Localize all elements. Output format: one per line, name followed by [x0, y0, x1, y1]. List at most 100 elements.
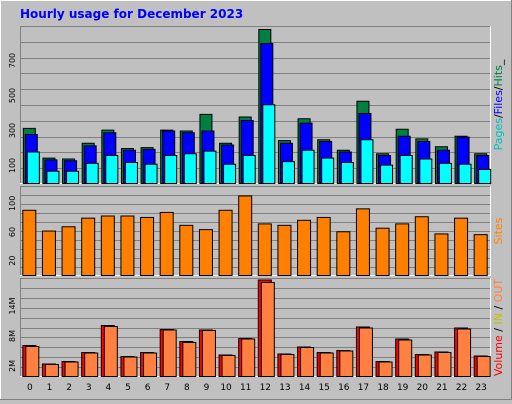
bar-out-21: [437, 352, 452, 377]
x-tick-label: 14: [299, 383, 311, 393]
x-tick-label: 13: [279, 383, 290, 393]
bar-sites-18: [375, 227, 390, 276]
x-tick-label: 10: [220, 383, 232, 393]
y-tick-label: 2M: [8, 360, 17, 372]
bar-pages-7: [164, 155, 178, 184]
bar-sites-19: [395, 223, 410, 276]
y-tick-label: 100: [8, 158, 17, 173]
bar-sites-14: [297, 219, 312, 276]
legend-sites: Sites: [492, 217, 505, 244]
bar-out-19: [398, 339, 413, 377]
bar-pages-3: [85, 162, 99, 184]
bar-pages-6: [144, 163, 158, 184]
legend-volume: Volume / IN / OUT: [492, 279, 505, 377]
bar-sites-3: [81, 217, 96, 277]
plot-area: [20, 278, 491, 377]
bar-pages-17: [360, 139, 374, 184]
bar-pages-22: [458, 163, 472, 184]
x-tick-label: 8: [184, 383, 190, 393]
bar-sites-7: [159, 211, 174, 276]
bar-sites-2: [61, 226, 76, 276]
x-tick-label: 7: [164, 383, 170, 393]
bar-sites-23: [473, 234, 488, 276]
bar-sites-4: [100, 215, 115, 276]
bar-pages-13: [281, 161, 295, 184]
bar-pages-12: [262, 104, 276, 184]
bar-sites-10: [218, 209, 233, 277]
bar-out-8: [182, 342, 197, 377]
bar-out-15: [319, 352, 334, 377]
bar-out-11: [241, 338, 256, 377]
bar-pages-11: [242, 155, 256, 184]
bar-pages-2: [66, 170, 80, 184]
bar-out-14: [300, 347, 315, 377]
bar-sites-20: [414, 216, 429, 277]
bar-out-23: [476, 356, 491, 377]
x-tick-label: 16: [338, 383, 350, 393]
bar-out-6: [143, 352, 158, 377]
bar-sites-21: [434, 233, 449, 276]
bar-out-18: [378, 361, 393, 377]
bar-pages-18: [380, 164, 394, 184]
bar-sites-1: [41, 230, 56, 276]
panel-volume: 2M 8M 14M Volume / IN / OUT: [8, 278, 505, 377]
x-tick-label: 9: [204, 383, 210, 393]
bar-pages-14: [301, 149, 315, 184]
bar-out-5: [123, 356, 138, 377]
bar-sites-0: [22, 209, 37, 277]
bar-sites-6: [140, 216, 155, 276]
y-tick-label: 300: [8, 123, 17, 138]
panel-hits-files-pages: 100 300 500 700 Pages/Files/Hits_: [8, 26, 505, 184]
bar-sites-8: [179, 224, 194, 276]
bar-pages-15: [321, 157, 335, 184]
x-tick-label: 21: [436, 383, 447, 393]
y-tick-label: 14M: [8, 297, 17, 314]
chart-title: Hourly usage for December 2023: [20, 7, 244, 21]
bar-sites-13: [277, 224, 292, 276]
x-tick-label: 15: [318, 383, 329, 393]
bar-out-4: [103, 326, 118, 377]
bar-sites-16: [336, 231, 351, 277]
bar-pages-0: [26, 151, 40, 184]
bar-out-3: [84, 352, 99, 377]
bar-out-10: [221, 355, 236, 377]
bar-out-17: [358, 327, 373, 377]
y-tick-label: 500: [8, 88, 17, 103]
y-tick-label: 60: [8, 227, 17, 237]
bar-sites-11: [238, 195, 253, 276]
bar-out-16: [339, 350, 354, 377]
bar-pages-1: [46, 170, 60, 184]
bar-pages-20: [419, 158, 433, 184]
legend-hits-files-pages: Pages/Files/Hits_: [492, 59, 505, 150]
bar-pages-9: [203, 150, 217, 184]
bar-out-0: [25, 346, 40, 377]
x-tick-label: 3: [86, 383, 92, 393]
x-tick-label: 6: [145, 383, 151, 393]
y-tick-label: 20: [8, 256, 17, 266]
bar-out-9: [201, 330, 216, 377]
bar-pages-16: [340, 162, 354, 184]
panel-sites: 20 60 100 Sites: [8, 186, 505, 277]
x-tick-label: 17: [358, 383, 369, 393]
bar-pages-19: [399, 155, 413, 184]
x-tick-label: 1: [47, 383, 53, 393]
bar-sites-15: [316, 216, 331, 276]
x-tick-label: 12: [260, 383, 271, 393]
x-tick-label: 22: [456, 383, 467, 393]
x-tick-label: 5: [125, 383, 131, 393]
bar-out-7: [162, 329, 177, 377]
x-tick-label: 0: [27, 383, 33, 393]
bar-pages-4: [105, 155, 119, 184]
y-tick-label: 8M: [8, 330, 17, 342]
bar-out-2: [64, 361, 79, 377]
x-tick-label: 18: [377, 383, 389, 393]
x-tick-label: 23: [475, 383, 486, 393]
bar-sites-12: [257, 223, 272, 276]
x-tick-label: 2: [66, 383, 72, 393]
bar-sites-22: [454, 217, 469, 277]
x-tick-label: 20: [417, 383, 429, 393]
x-tick-label: 4: [105, 383, 111, 393]
bar-pages-5: [124, 162, 138, 184]
bar-sites-17: [355, 208, 370, 277]
bar-out-12: [260, 282, 275, 377]
